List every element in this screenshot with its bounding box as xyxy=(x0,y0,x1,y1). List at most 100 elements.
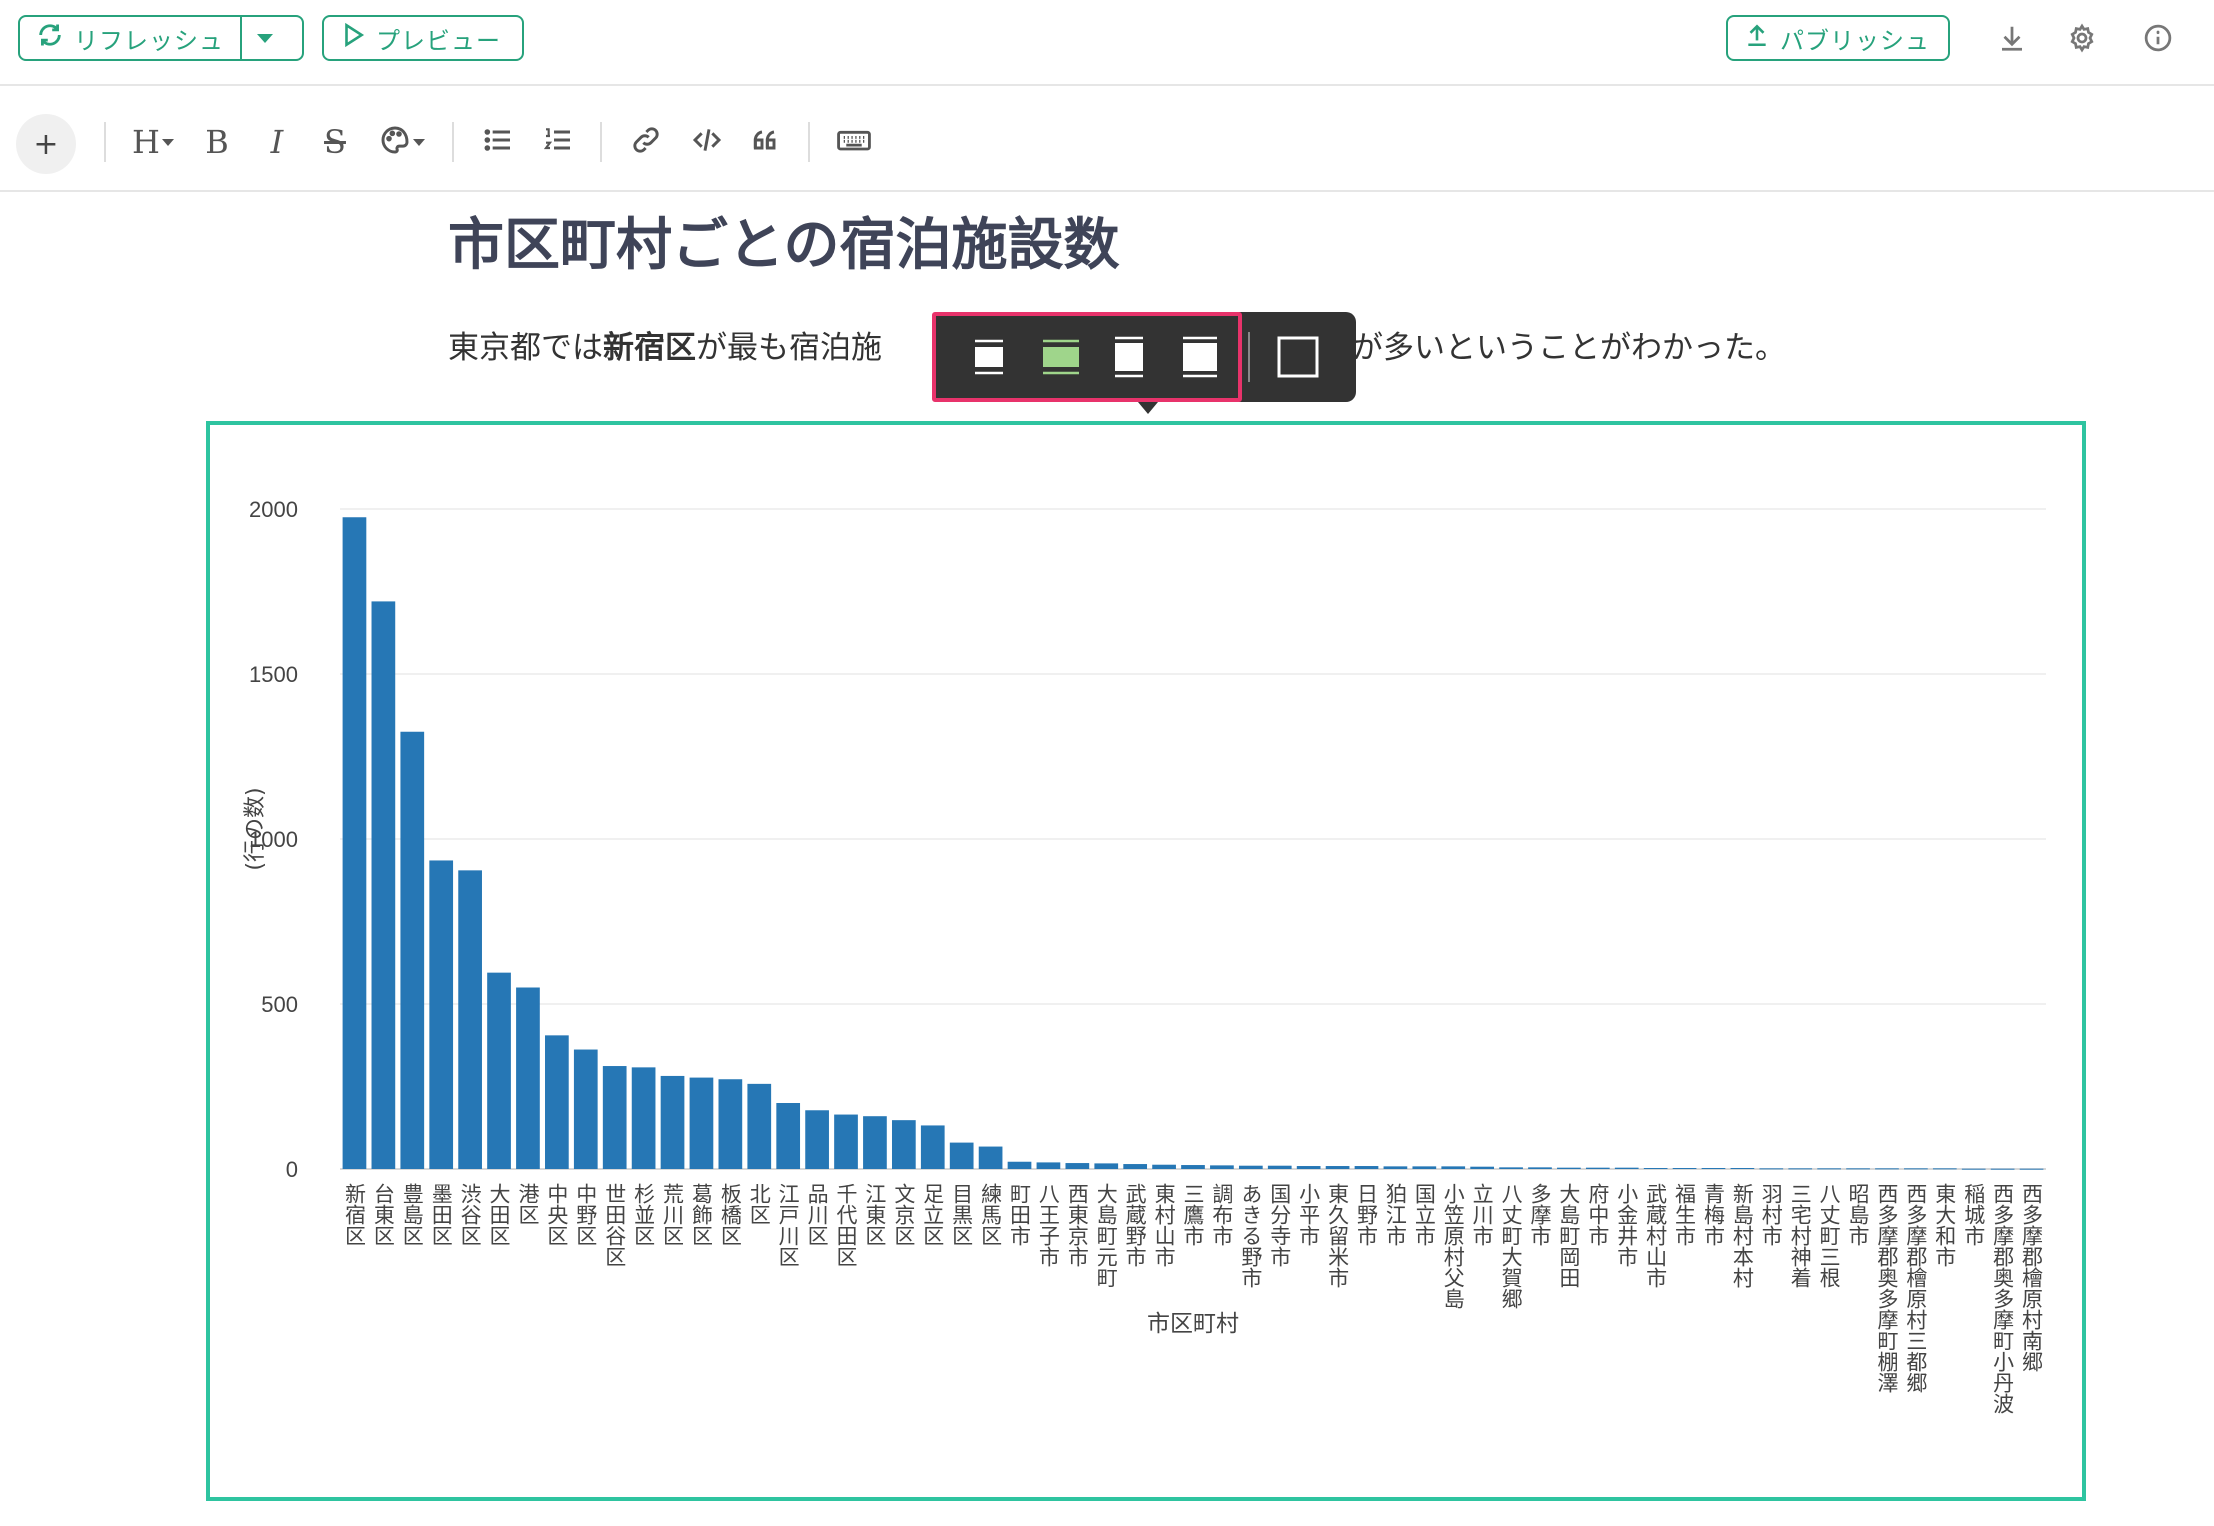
bar xyxy=(1065,1163,1090,1169)
x-tick-label: 新宿区 xyxy=(342,1183,366,1246)
x-tick-label: 中野区 xyxy=(574,1183,598,1246)
link-icon xyxy=(630,124,662,160)
x-tick-label: 千代田区 xyxy=(834,1183,858,1267)
size-medium-icon[interactable] xyxy=(1040,335,1079,379)
x-tick-label: 小金井市 xyxy=(1615,1183,1639,1267)
bar xyxy=(1181,1165,1205,1169)
bar xyxy=(487,972,511,1169)
x-tick-label: 足立区 xyxy=(921,1183,945,1246)
add-block-button[interactable]: + xyxy=(16,114,76,174)
quote-button[interactable] xyxy=(748,120,784,164)
bar xyxy=(949,1142,974,1169)
link-button[interactable] xyxy=(628,120,664,164)
heading-button[interactable]: H xyxy=(128,120,178,164)
bar xyxy=(1759,1168,1784,1170)
refresh-button[interactable]: リフレッシュ xyxy=(20,17,242,59)
x-tick-label: あきる野市 xyxy=(1239,1183,1263,1288)
keyboard-button[interactable] xyxy=(834,120,874,164)
italic-button[interactable]: I xyxy=(260,120,294,164)
bar xyxy=(1585,1167,1610,1169)
x-tick-label: 三宅村神着 xyxy=(1788,1183,1812,1288)
x-tick-label: 青梅市 xyxy=(1701,1183,1725,1246)
download-icon[interactable] xyxy=(1994,20,2030,56)
x-tick-label: 立川市 xyxy=(1470,1183,1494,1246)
x-tick-label: 小平市 xyxy=(1297,1183,1321,1246)
bar xyxy=(1036,1162,1061,1169)
bar xyxy=(1788,1168,1813,1170)
x-tick-label: 福生市 xyxy=(1673,1183,1697,1246)
popup-pointer xyxy=(1138,402,1158,414)
bar xyxy=(1325,1166,1350,1169)
popup-highlight-box xyxy=(932,312,1242,402)
refresh-dropdown-button[interactable] xyxy=(242,17,288,59)
y-tick-label: 0 xyxy=(286,1157,298,1182)
x-tick-label: 大島町元町 xyxy=(1094,1183,1118,1288)
bar xyxy=(1730,1168,1755,1170)
x-tick-label: 世田谷区 xyxy=(603,1183,627,1267)
bold-icon: B xyxy=(205,123,229,161)
info-icon[interactable] xyxy=(2140,20,2176,56)
x-tick-label: 西多摩郡檜原村三都郷 xyxy=(1904,1183,1928,1393)
publish-button[interactable]: パブリッシュ xyxy=(1726,15,1950,61)
x-tick-label: 杉並区 xyxy=(632,1183,656,1246)
publish-label: パブリッシュ xyxy=(1780,26,1930,55)
gear-icon[interactable] xyxy=(2064,20,2100,56)
x-tick-label: 荒川区 xyxy=(661,1183,685,1246)
toolbar-divider xyxy=(600,122,602,162)
bar xyxy=(1904,1168,1928,1170)
bar xyxy=(1152,1164,1176,1169)
bar xyxy=(805,1110,829,1169)
chevron-down-icon xyxy=(257,33,273,43)
x-tick-label: 稲城市 xyxy=(1962,1183,1986,1246)
toolbar-divider xyxy=(452,122,454,162)
bar xyxy=(1990,1168,2015,1170)
bar xyxy=(1210,1165,1234,1169)
numbered-list-button[interactable] xyxy=(540,120,576,164)
bar xyxy=(342,517,367,1169)
paragraph-text-post: が多いということがわかった。 xyxy=(1352,330,1786,366)
x-tick-label: 墨田区 xyxy=(429,1183,453,1246)
size-small-icon[interactable] xyxy=(970,335,1008,379)
bar xyxy=(1672,1168,1697,1170)
x-tick-label: 板橋区 xyxy=(718,1183,742,1246)
popup-divider xyxy=(1248,332,1250,382)
bar xyxy=(1123,1164,1148,1169)
bold-button[interactable]: B xyxy=(200,120,234,164)
plus-icon: + xyxy=(33,126,59,162)
code-button[interactable] xyxy=(688,120,726,164)
bar xyxy=(834,1114,858,1169)
size-xlarge-icon[interactable] xyxy=(1180,335,1218,379)
keyboard-icon xyxy=(836,124,872,160)
x-tick-label: 三鷹市 xyxy=(1181,1183,1205,1246)
paragraph-bold-text: 新宿区 xyxy=(603,330,696,366)
heading-icon: H xyxy=(132,123,160,161)
x-tick-label: 八丈町三根 xyxy=(1817,1183,1841,1288)
bar xyxy=(1267,1165,1292,1169)
bullet-list-button[interactable] xyxy=(480,120,516,164)
bar xyxy=(1643,1168,1668,1170)
chart-block[interactable]: 0 500 1000 1500 2000 (行の数) 新宿区 台東区 豊島区 墨田区 渋谷区 大田区港… xyxy=(206,421,2086,1501)
bar xyxy=(1441,1166,1466,1169)
x-tick-label: 東久留米市 xyxy=(1326,1183,1350,1288)
strikethrough-button[interactable]: S xyxy=(318,120,352,164)
x-tick-label: 西多摩郡奥多摩町棚澤 xyxy=(1875,1183,1899,1393)
size-full-icon[interactable] xyxy=(1276,335,1319,379)
y-tick-label: 500 xyxy=(261,992,298,1017)
document-title: 市区町村ごとの宿泊施設数 xyxy=(448,213,1120,278)
x-tick-label: 調布市 xyxy=(1210,1183,1234,1246)
color-button[interactable] xyxy=(376,120,428,164)
bar xyxy=(1961,1168,1986,1170)
x-tick-label: 府中市 xyxy=(1586,1183,1610,1246)
x-tick-label: 渋谷区 xyxy=(458,1183,482,1246)
x-tick-label: 豊島区 xyxy=(400,1183,424,1246)
x-tick-label: 品川区 xyxy=(805,1183,829,1246)
paragraph-text-mid: が最も宿泊施 xyxy=(696,330,882,366)
bar xyxy=(1238,1165,1263,1169)
x-tick-label: 武蔵野市 xyxy=(1123,1183,1147,1267)
toolbar-divider xyxy=(808,122,810,162)
bar xyxy=(1846,1168,1870,1170)
refresh-icon xyxy=(36,21,64,55)
preview-button[interactable]: プレビュー xyxy=(322,15,524,61)
bar xyxy=(1932,1168,1957,1170)
size-large-icon[interactable] xyxy=(1110,335,1148,379)
